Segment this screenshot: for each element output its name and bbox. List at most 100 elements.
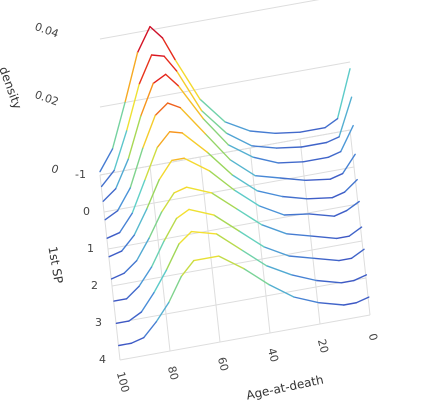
curve-segment xyxy=(104,209,119,221)
grid-line xyxy=(99,129,351,176)
grid-line xyxy=(199,156,221,343)
y-tick-label: 2 xyxy=(91,279,98,292)
curve-segment xyxy=(331,191,346,199)
grid-line xyxy=(99,0,320,40)
curve-segment xyxy=(139,82,154,117)
curve-segment xyxy=(148,211,163,239)
grid-line xyxy=(111,240,363,287)
y-axis-title: 1st SP xyxy=(45,245,65,284)
curve-segment xyxy=(235,208,263,226)
y-tick-label: 0 xyxy=(83,205,90,218)
curve-segment xyxy=(140,292,155,313)
grid-line xyxy=(99,174,121,361)
curve-segment xyxy=(224,121,251,132)
curve-segment xyxy=(338,257,353,262)
curve-segment xyxy=(175,208,190,220)
curve-segment xyxy=(265,265,293,276)
curve-segment xyxy=(304,178,331,182)
curve-segment xyxy=(288,255,315,259)
curve-segment xyxy=(108,250,123,258)
curve-segment xyxy=(152,73,167,85)
curve-segment xyxy=(166,102,181,109)
curve-segment xyxy=(128,311,143,322)
x-tick-label: 100 xyxy=(114,370,132,394)
curve-segment xyxy=(252,156,279,164)
curve-segment xyxy=(348,226,363,237)
z-tick-label: 0.02 xyxy=(33,88,60,109)
curve-segment xyxy=(125,285,140,300)
curve-segment xyxy=(343,302,357,306)
curve-segment xyxy=(227,143,254,158)
curve-segment xyxy=(243,267,270,286)
curve-segment xyxy=(110,272,125,280)
y-tick-label: 4 xyxy=(99,353,106,366)
curve-segment xyxy=(156,131,171,149)
curve-segment xyxy=(127,115,142,161)
curve-segment xyxy=(258,205,285,216)
curve-segment xyxy=(190,230,218,235)
curve-segment xyxy=(308,213,335,217)
grid-line xyxy=(103,166,355,213)
y-tick-label: 3 xyxy=(95,316,102,329)
curve-segment xyxy=(168,131,183,134)
curve-segment xyxy=(130,336,145,344)
curve-segment xyxy=(143,146,158,182)
curve-segment xyxy=(149,25,164,39)
curve-segment xyxy=(177,84,204,120)
curve-segment xyxy=(229,159,256,177)
curve-segment xyxy=(170,157,185,162)
curve-segment xyxy=(178,230,193,245)
curve-segment xyxy=(218,255,245,270)
curve-segment xyxy=(208,169,235,191)
curve-segment xyxy=(315,279,343,284)
curve-segment xyxy=(310,235,338,240)
curve-segment xyxy=(318,302,345,306)
curve-segment xyxy=(338,96,353,138)
curve-segment xyxy=(336,68,351,120)
curve-segment xyxy=(355,296,370,304)
curve-segment xyxy=(131,179,146,215)
curve-segment xyxy=(340,124,354,153)
curve-segment xyxy=(150,240,165,268)
curve-segment xyxy=(299,126,326,133)
curve-segment xyxy=(324,117,339,129)
curve-segment xyxy=(290,274,318,282)
curve-segment xyxy=(353,274,368,282)
curve-segment xyxy=(165,243,180,271)
curve-segment xyxy=(202,117,229,146)
curve-segment xyxy=(238,230,265,248)
curve-segment xyxy=(260,223,288,235)
curve-segment xyxy=(204,132,231,161)
curve-segment xyxy=(175,70,203,112)
curve-segment xyxy=(306,196,333,200)
curve-segment xyxy=(340,279,355,284)
z-tick-label: 0 xyxy=(49,162,60,177)
curve-segment xyxy=(160,192,175,213)
curve-segment xyxy=(161,37,176,61)
grid-line xyxy=(99,61,351,108)
curve-segment xyxy=(113,130,128,172)
curve-segment xyxy=(116,187,131,212)
curve-segment xyxy=(210,192,238,210)
curve-segment xyxy=(125,83,140,132)
curve-segment xyxy=(179,106,206,135)
curve-segment xyxy=(342,153,356,175)
curve-segment xyxy=(281,195,308,200)
curve-segment xyxy=(188,208,215,216)
curve-segment xyxy=(279,177,306,182)
curve-segment xyxy=(106,231,121,239)
curve-segment xyxy=(275,146,303,149)
curve-segment xyxy=(329,172,344,180)
grid-line xyxy=(119,314,371,361)
curve-segment xyxy=(123,260,138,274)
curve-segment xyxy=(138,54,153,86)
curve-segment xyxy=(180,259,195,278)
curve-segment xyxy=(302,156,329,163)
curve-segment xyxy=(350,248,365,260)
curve-segment xyxy=(185,186,213,194)
curve-segment xyxy=(250,145,278,149)
curve-segment xyxy=(102,188,117,202)
curve-segment xyxy=(129,147,144,189)
curve-segment xyxy=(120,234,135,252)
curve-segment xyxy=(283,213,310,216)
